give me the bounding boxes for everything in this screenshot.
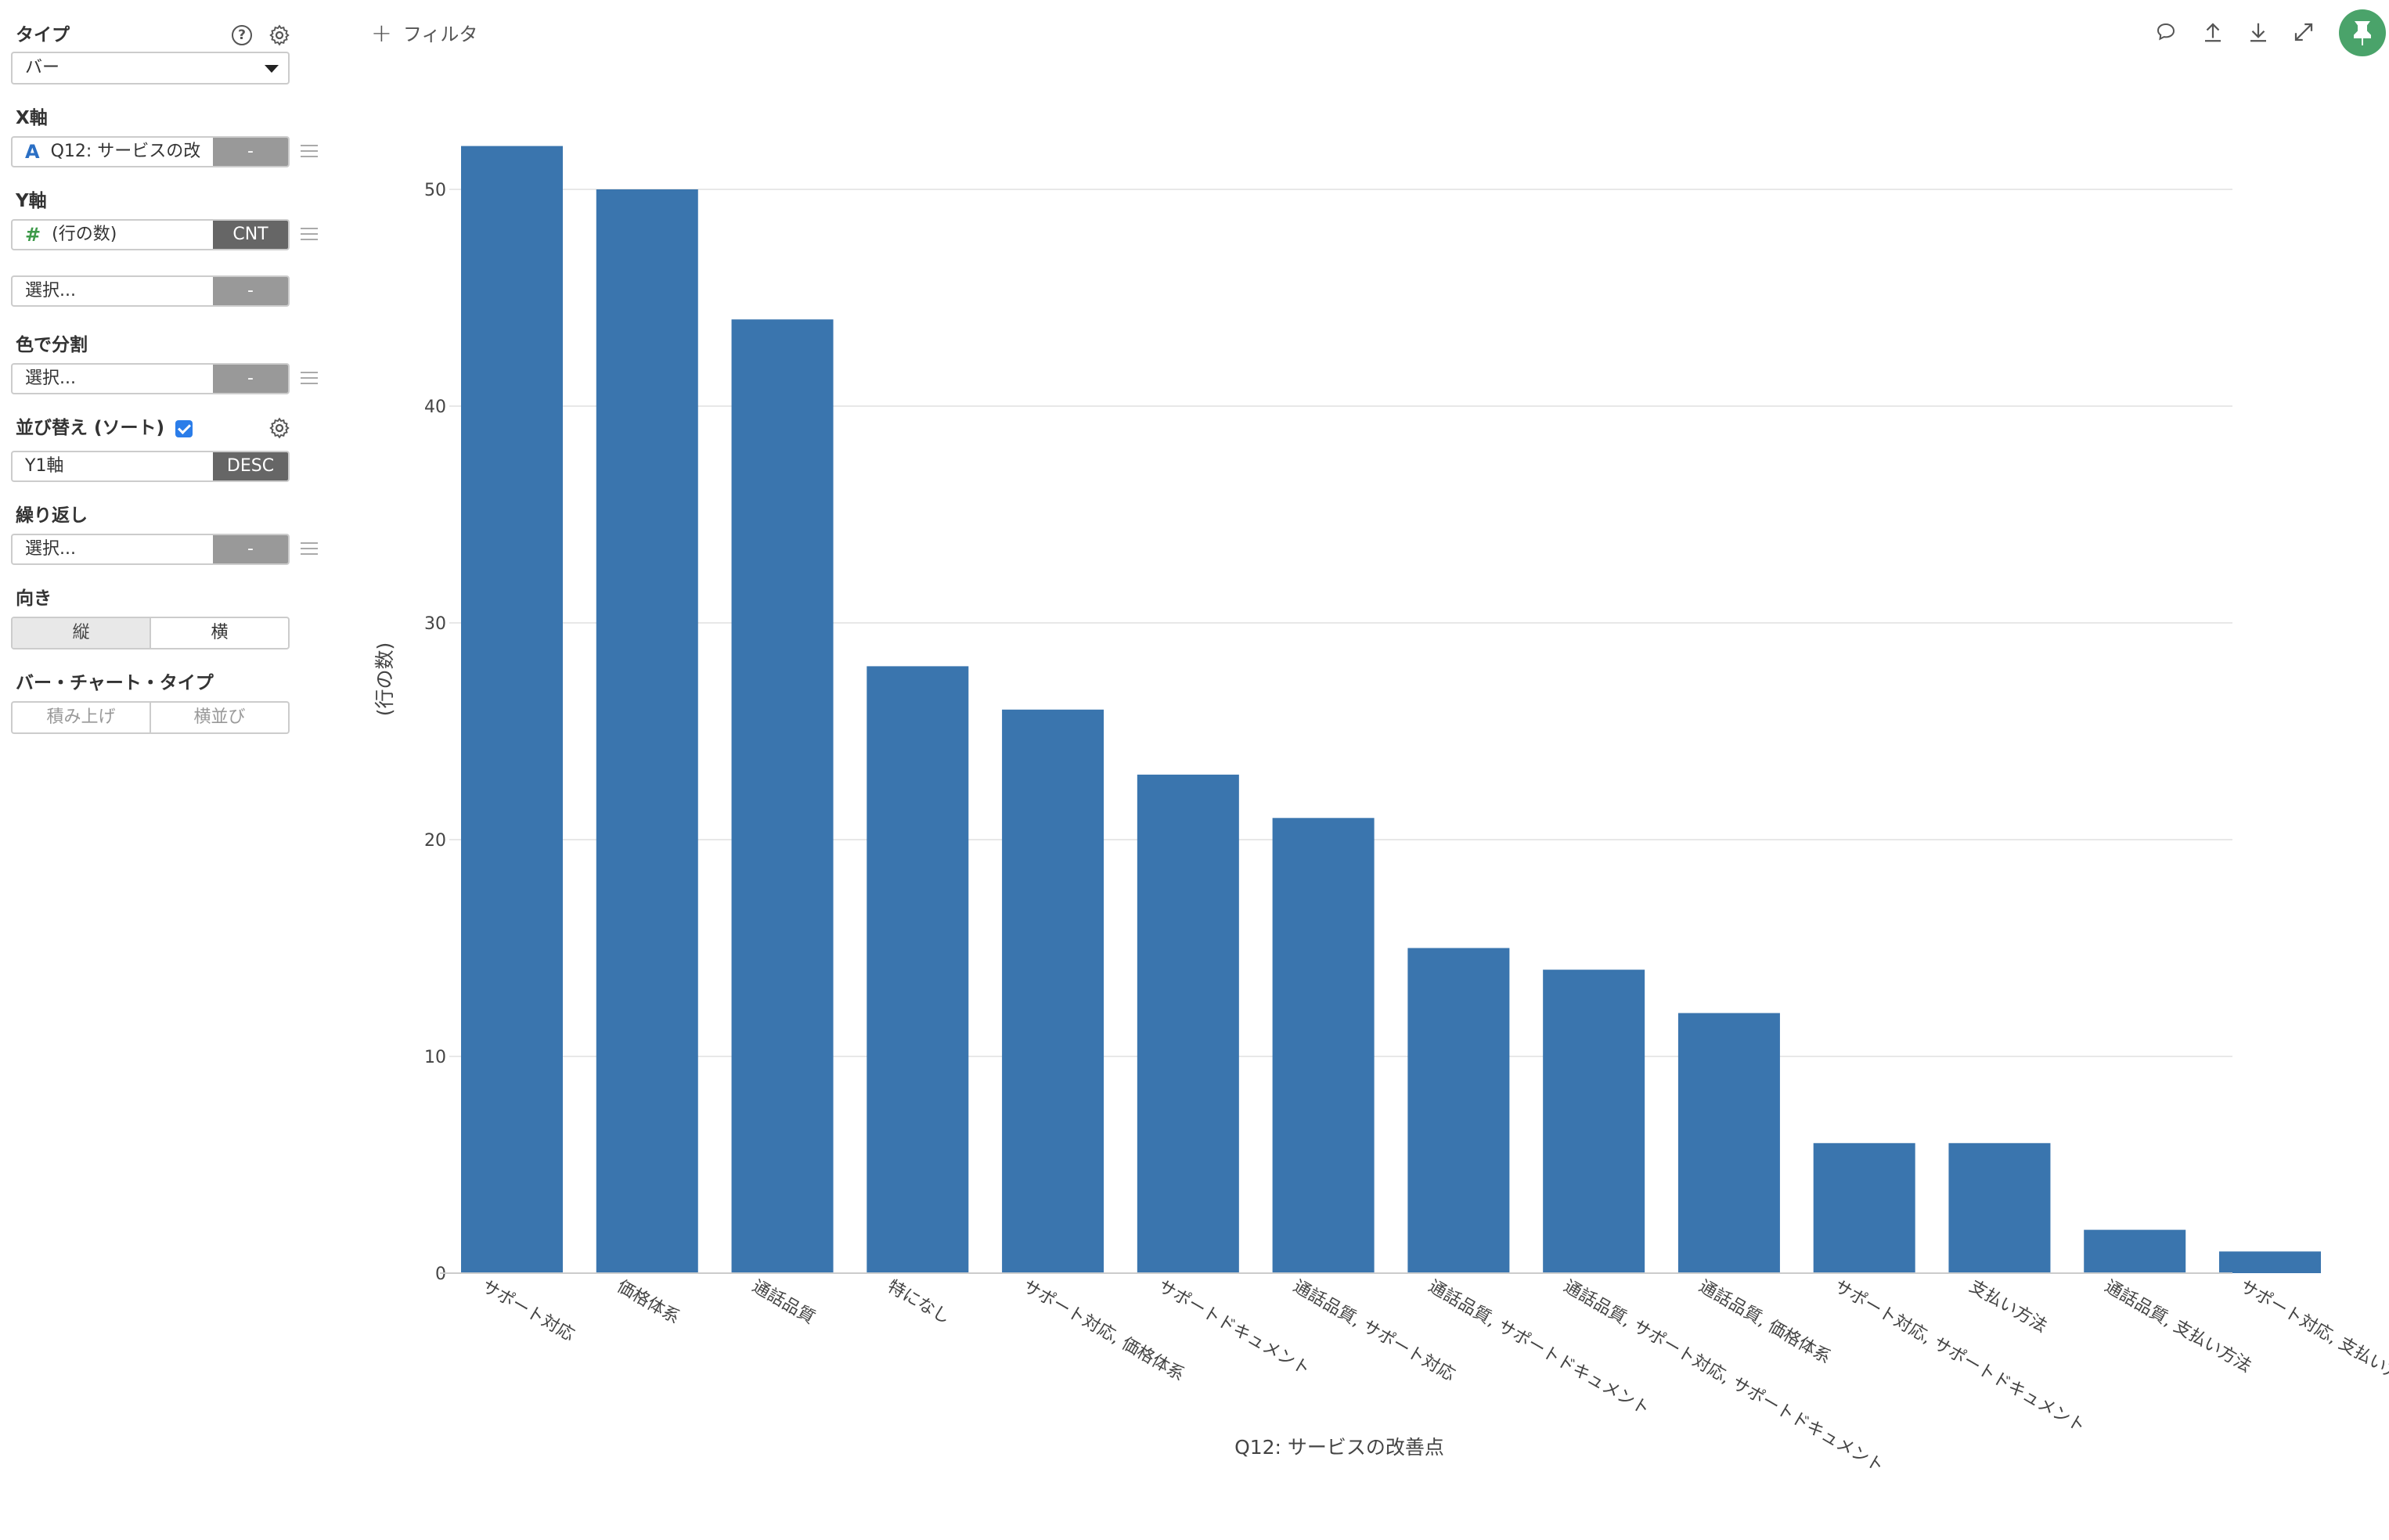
repeat-value: 選択...: [25, 539, 76, 559]
y-tick-label: 30: [424, 614, 446, 634]
drag-handle-icon[interactable]: [301, 228, 318, 242]
bar[interactable]: [2219, 1251, 2321, 1273]
sort-order-button[interactable]: DESC: [213, 452, 288, 480]
bar-type-grouped-option[interactable]: 横並び: [150, 703, 288, 732]
y-axis-second-value: 選択...: [25, 281, 76, 300]
chart-type-select[interactable]: バー: [11, 52, 290, 85]
bar[interactable]: [1137, 774, 1239, 1273]
repeat-label: 繰り返し: [16, 506, 88, 526]
text-type-icon: A: [25, 141, 40, 163]
orientation-horizontal-option[interactable]: 横: [150, 618, 288, 648]
sort-checkbox[interactable]: [175, 419, 193, 437]
gear-icon[interactable]: [268, 416, 291, 440]
x-axis-agg-button[interactable]: -: [213, 138, 288, 166]
y-axis-label: Y軸: [16, 191, 47, 211]
orientation-toggle: 縦 横: [11, 617, 290, 649]
bar[interactable]: [1677, 1013, 1780, 1273]
bar[interactable]: [596, 189, 698, 1273]
x-axis-field[interactable]: A Q12: サービスの改 -: [11, 136, 290, 167]
orientation-vertical-option[interactable]: 縦: [13, 618, 150, 648]
bar[interactable]: [1272, 818, 1375, 1273]
help-icon[interactable]: ?: [232, 25, 252, 45]
y-tick-label: 10: [424, 1048, 446, 1067]
repeat-agg-button[interactable]: -: [213, 535, 288, 563]
bar[interactable]: [1543, 970, 1645, 1273]
orientation-label: 向き: [16, 588, 52, 609]
y-tick-label: 50: [424, 181, 446, 200]
x-tick-label: 通話品質: [749, 1277, 819, 1329]
bar-type-label: バー・チャート・タイプ: [16, 673, 214, 693]
color-split-agg-button[interactable]: -: [213, 365, 288, 393]
color-split-value: 選択...: [25, 369, 76, 388]
x-axis-value: Q12: サービスの改: [50, 142, 201, 161]
gear-icon[interactable]: [268, 23, 291, 47]
y-axis-title: (行の数): [373, 642, 396, 717]
sort-value: Y1軸: [25, 456, 64, 476]
x-axis-title: Q12: サービスの改善点: [1234, 1436, 1444, 1459]
color-split-label: 色で分割: [16, 335, 88, 355]
x-tick-label: 特になし: [884, 1277, 953, 1329]
type-label: タイプ: [16, 25, 70, 45]
pin-icon: [2354, 21, 2371, 45]
pin-button[interactable]: [2339, 9, 2386, 56]
y-axis-field[interactable]: # (行の数) CNT: [11, 219, 290, 250]
bar[interactable]: [1407, 948, 1510, 1274]
x-tick-label: 通話品質, 価格体系: [1695, 1277, 1834, 1369]
sort-label-text: 並び替え (ソート): [16, 418, 165, 438]
x-tick-label: 価格体系: [614, 1277, 683, 1329]
y-axis-agg-button[interactable]: CNT: [213, 221, 288, 249]
y-axis-second-field[interactable]: 選択... -: [11, 275, 290, 307]
comment-icon[interactable]: [2154, 20, 2178, 44]
drag-handle-icon[interactable]: [301, 145, 318, 159]
x-tick-label: 通話品質, 支払い方法: [2101, 1277, 2254, 1377]
x-tick-label: 支払い方法: [1966, 1277, 2050, 1337]
number-type-icon: #: [25, 224, 41, 246]
plus-icon: +: [371, 17, 392, 48]
x-axis-label: X軸: [16, 108, 48, 128]
y-tick-label: 20: [424, 831, 446, 851]
y-tick-label: 40: [424, 398, 446, 417]
bar-type-stacked-option[interactable]: 積み上げ: [46, 707, 116, 727]
y-axis-second-agg-button[interactable]: -: [213, 277, 288, 305]
bar[interactable]: [1948, 1142, 2051, 1273]
bar[interactable]: [867, 666, 969, 1273]
download-icon[interactable]: [2247, 20, 2270, 44]
expand-icon[interactable]: [2292, 20, 2315, 44]
chart-type-value: バー: [25, 58, 60, 77]
bar[interactable]: [1002, 709, 1104, 1273]
upload-icon[interactable]: [2201, 20, 2225, 44]
bar[interactable]: [1813, 1142, 1915, 1273]
x-tick-label: 通話品質, サポートドキュメント: [1425, 1277, 1652, 1420]
x-tick-label: サポート対応, 支払い方法: [2236, 1277, 2389, 1394]
color-split-field[interactable]: 選択... -: [11, 363, 290, 394]
chart-settings-panel: タイプ ? バー X軸 A Q12: サービスの改 - Y軸 # (行の数): [0, 0, 337, 1540]
y-axis-value: (行の数): [52, 225, 117, 244]
bar[interactable]: [2084, 1229, 2186, 1273]
x-tick-label: サポート対応, サポートドキュメント: [1831, 1277, 2088, 1437]
add-filter-label: フィルタ: [402, 23, 478, 45]
sort-label: 並び替え (ソート): [16, 416, 193, 440]
repeat-field[interactable]: 選択... -: [11, 534, 290, 565]
chevron-down-icon: [265, 65, 279, 73]
bars: [461, 146, 2321, 1274]
y-tick-labels: 0 10 20 30 40 50: [424, 181, 446, 1284]
bar[interactable]: [461, 146, 563, 1274]
y-tick-label: 0: [435, 1265, 446, 1284]
bar[interactable]: [731, 319, 834, 1274]
drag-handle-icon[interactable]: [301, 372, 318, 386]
drag-handle-icon[interactable]: [301, 542, 318, 556]
bar-type-toggle: 積み上げ 横並び: [11, 701, 290, 734]
x-tick-label: サポート対応: [478, 1277, 578, 1346]
add-filter-button[interactable]: + フィルタ: [371, 19, 477, 46]
sort-field[interactable]: Y1軸 DESC: [11, 451, 290, 482]
